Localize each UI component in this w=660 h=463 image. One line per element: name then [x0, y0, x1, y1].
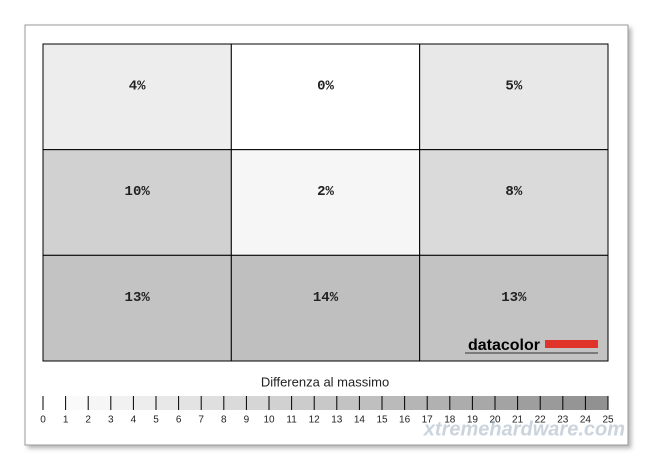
cell-label: 2%: [317, 184, 334, 200]
colorbar: 0 1 2 3 4 5 6 7 8 9 10 11 12 13 14 15 16 17 18 19 20 21 22 23 24…: [40, 396, 614, 426]
colorbar-tick-label: 1: [63, 415, 69, 426]
colorbar-swatch: [246, 396, 269, 410]
logo-bar: [545, 340, 598, 348]
cell-label: 0%: [317, 79, 334, 95]
colorbar-swatch: [269, 396, 292, 410]
cell-label: 13%: [501, 290, 527, 306]
colorbar-tick-label: 19: [467, 415, 479, 426]
cell-label: 13%: [125, 290, 151, 306]
cell-label: 14%: [313, 290, 339, 306]
colorbar-swatch: [359, 396, 382, 410]
colorbar-swatch: [65, 396, 89, 410]
colorbar-tick-label: 16: [399, 415, 411, 426]
colorbar-swatch: [88, 396, 111, 410]
cell: [419, 43, 609, 151]
colorbar-swatch: [201, 396, 224, 410]
colorbar-tick-label: 4: [131, 415, 137, 426]
colorbar-swatch: [178, 396, 202, 410]
cell: [230, 254, 421, 362]
cell: [42, 43, 232, 151]
colorbar-swatch: [156, 396, 179, 410]
colorbar-swatch: [449, 396, 473, 410]
colorbar-tick-label: 11: [286, 415, 297, 426]
colorbar-tick-label: 22: [535, 415, 547, 426]
colorbar-swatch: [223, 396, 247, 410]
colorbar-tick-label: 21: [512, 415, 524, 426]
colorbar-swatch: [314, 396, 337, 410]
colorbar-swatch: [427, 396, 450, 410]
colorbar-tick-label: 15: [376, 415, 388, 426]
cell: [42, 254, 232, 362]
cell: [230, 149, 421, 256]
colorbar-swatch: [110, 396, 134, 410]
cell: [42, 149, 232, 256]
cell-label: 8%: [505, 184, 522, 200]
colorbar-tick-label: 13: [331, 415, 343, 426]
cell-label: 4%: [129, 79, 146, 95]
plot-area: 4% 0% 5% 10% 2% 8% 13% 14% 13%: [42, 43, 609, 362]
colorbar-swatch: [540, 396, 563, 410]
colorbar-tick-label: 14: [354, 415, 366, 426]
colorbar-swatch: [585, 396, 608, 410]
colorbar-tick-label: 5: [153, 415, 159, 426]
colorbar-tick-label: 2: [85, 415, 91, 426]
colorbar-tick-label: 10: [263, 415, 275, 426]
colorbar-tick-label: 24: [580, 415, 592, 426]
colorbar-tick-label: 23: [557, 415, 569, 426]
colorbar-swatch: [562, 396, 586, 410]
colorbar-swatch: [517, 396, 541, 410]
cell: [419, 149, 609, 256]
colorbar-swatch: [382, 396, 405, 410]
colorbar-tick-label: 20: [489, 415, 501, 426]
colorbar-swatch: [43, 396, 66, 410]
colorbar-swatch: [336, 396, 360, 410]
colorbar-tick-label: 9: [244, 415, 250, 426]
cell-label: 5%: [505, 79, 522, 95]
colorbar-tick-label: 6: [176, 415, 182, 426]
colorbar-tick-label: 12: [309, 415, 321, 426]
colorbar-tick-label: 18: [444, 415, 456, 426]
colorbar-swatch: [291, 396, 315, 410]
colorbar-tick-label: 0: [40, 415, 46, 426]
logo: datacolor: [468, 337, 540, 354]
colorbar-swatch: [404, 396, 428, 410]
colorbar-tick-label: 25: [602, 415, 614, 426]
colorbar-title: Differenza al massimo: [261, 374, 389, 389]
plot-border: [42, 43, 609, 362]
colorbar-tick-label: 3: [108, 415, 114, 426]
colorbar-swatch: [472, 396, 495, 410]
cell: [230, 43, 421, 151]
colorbar-tick-label: 17: [422, 415, 434, 426]
cell-label: 10%: [125, 184, 151, 200]
watermark: xtremehardware.com: [423, 418, 625, 440]
colorbar-swatch: [133, 396, 156, 410]
colorbar-swatch: [495, 396, 518, 410]
colorbar-tick-label: 7: [198, 415, 204, 426]
colorbar-tick-label: 8: [221, 415, 227, 426]
